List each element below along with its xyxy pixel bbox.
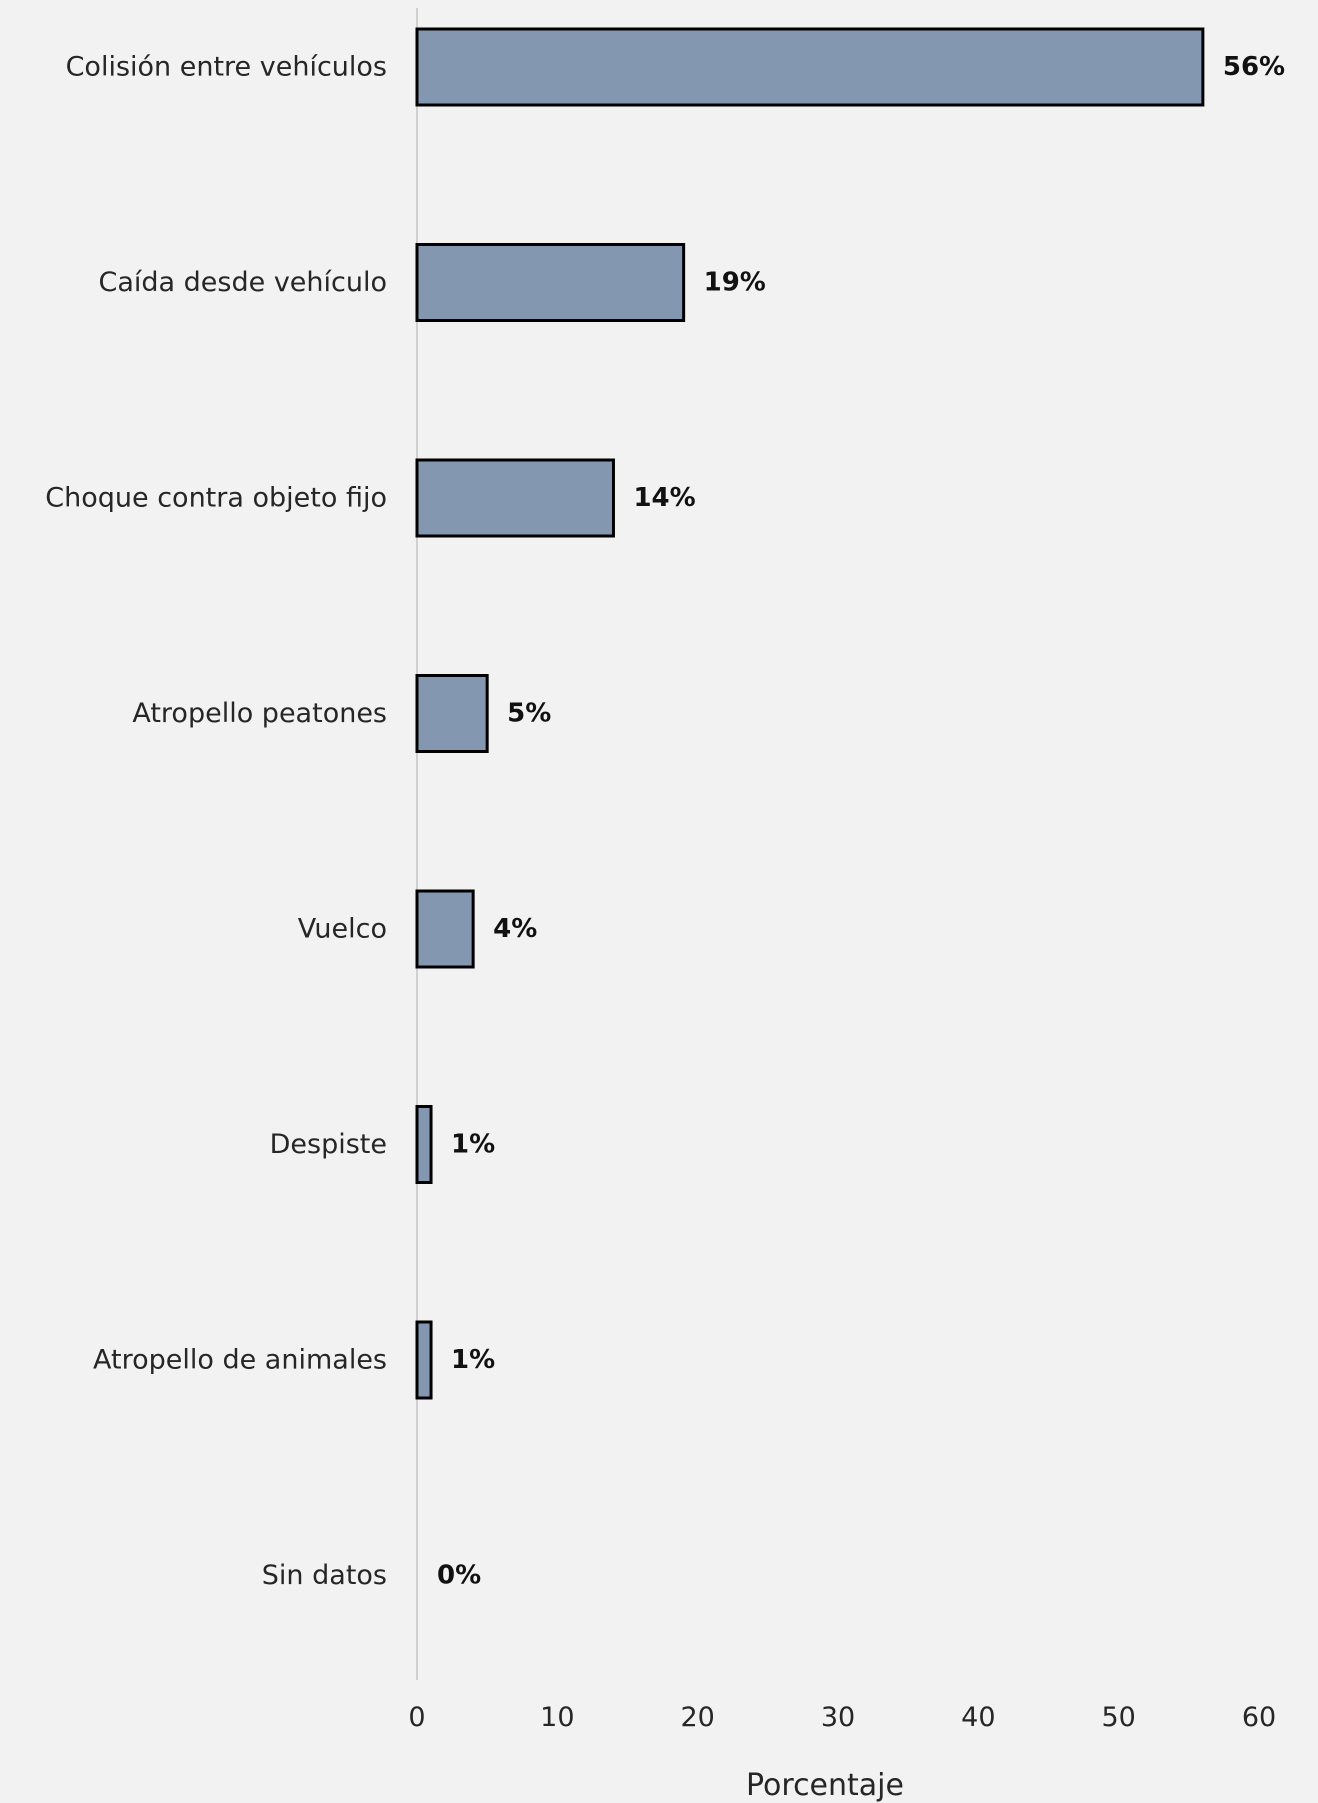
data-label: 1% [451, 1345, 495, 1375]
category-label: Caída desde vehículo [99, 267, 388, 298]
x-tick-label: 50 [1101, 1702, 1135, 1733]
bar [415, 674, 489, 753]
bar [415, 1105, 433, 1184]
bar [415, 1320, 433, 1400]
category-label: Sin datos [262, 1560, 387, 1591]
bar [415, 243, 686, 322]
data-label: 56% [1223, 52, 1285, 82]
x-tick-label: 10 [540, 1702, 574, 1733]
data-label: 1% [451, 1130, 495, 1160]
data-label: 19% [704, 268, 766, 298]
data-label: 14% [633, 483, 695, 513]
category-label: Choque contra objeto fijo [45, 483, 387, 514]
x-axis-title: Porcentaje [746, 1768, 904, 1803]
category-label: Atropello de animales [93, 1345, 387, 1376]
x-tick-label: 60 [1242, 1702, 1276, 1733]
data-label: 0% [437, 1561, 481, 1591]
x-tick-label: 30 [821, 1702, 855, 1733]
category-label: Atropello peatones [132, 698, 387, 729]
x-tick-label: 0 [408, 1702, 425, 1733]
data-label: 4% [493, 914, 537, 944]
category-label: Colisión entre vehículos [66, 52, 387, 83]
bar [415, 27, 1205, 107]
bar [415, 458, 615, 538]
bar [415, 889, 475, 969]
x-tick-label: 20 [680, 1702, 714, 1733]
category-label: Despiste [270, 1129, 387, 1160]
x-tick-label: 40 [961, 1702, 995, 1733]
category-label: Vuelco [298, 914, 387, 945]
data-label: 5% [507, 699, 551, 729]
